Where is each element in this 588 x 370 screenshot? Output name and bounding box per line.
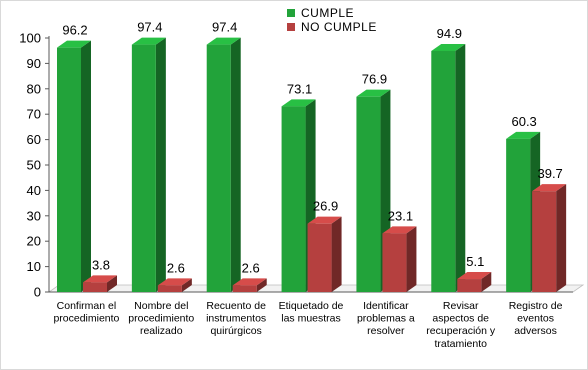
y-tick-label: 90 [27,56,41,71]
data-label: 96.2 [62,23,87,38]
y-tick-label: 40 [27,183,41,198]
x-tick-label: Recuento de instrumentos quirúrgicos [206,300,266,337]
legend-swatch [287,9,295,17]
bar-front [307,223,332,292]
bar-side [331,216,342,292]
bar-front [431,50,456,293]
bar-front [232,285,257,292]
y-tick-label: 80 [27,81,41,96]
bar-cumple [57,40,91,292]
x-tick-label: Identificar problemas a resolver [357,300,415,337]
data-label: 76.9 [362,72,387,87]
y-tick-label: 50 [27,158,41,173]
bar-front [506,138,531,292]
bar-cumple [431,43,466,293]
bar-top [457,272,492,280]
bar-top [131,37,166,45]
data-label: 5.1 [466,254,484,269]
bar-top [356,89,391,97]
data-label: 2.6 [167,260,185,275]
bar-no-cumple [382,226,417,292]
bar-top [281,99,316,107]
x-tick-label: Confirman el procedimiento [53,300,119,325]
x-tick-label: Nombre del procedimiento realizado [128,300,194,337]
bar-front [532,191,557,292]
data-label: 26.9 [313,199,338,214]
legend-swatch [287,23,295,31]
bar-no-cumple [83,275,117,292]
y-tick-label: 10 [27,259,41,274]
bars [57,37,567,293]
data-label: 73.1 [287,81,312,96]
bar-top [232,278,267,286]
data-label: 39.7 [537,166,562,181]
y-tick-label: 30 [27,208,41,223]
bar-top [206,37,241,45]
x-tick-label: Etiquetado de las muestras [279,300,344,325]
category-labels: Confirman el procedimiento Nombre del proce… [53,300,562,350]
bar-front [457,279,482,292]
bar-side [107,275,117,292]
bar-front [206,44,231,292]
data-label: 3.8 [92,257,110,272]
bar-side [481,272,492,292]
bar-side [230,37,241,292]
bar-no-cumple [532,184,567,292]
y-tick-label: 0 [34,285,41,300]
y-tick-label: 100 [19,31,41,46]
y-tick-label: 70 [27,107,41,122]
bar-no-cumple [232,278,267,292]
bar-side [256,278,267,292]
bar-front [356,96,381,292]
bar-front [83,282,107,292]
value-labels: 96.2 3.8 97.4 2.6 97.4 2.6 73.1 26.9 76.9 23.1 94.… [62,20,562,276]
bar-top [431,43,466,51]
x-tick-label: Registro de eventos adversos [509,300,563,337]
data-label: 97.4 [137,20,162,35]
bar-top [307,216,342,224]
bar-side [155,37,166,292]
bar-front [57,47,81,292]
bar-side [406,226,417,292]
bar-top [532,184,567,192]
bar-no-cumple [457,272,492,292]
bar-no-cumple [157,278,192,292]
bar-cumple [131,37,166,292]
bar-top [57,40,91,48]
x-tick-label: Revisar aspectos de recuperación y tratamie… [426,300,496,350]
bar-side [81,40,91,292]
bar-side [455,43,466,293]
data-label: 94.9 [437,26,462,41]
bar-front [281,106,306,293]
y-tick-label: 60 [27,132,41,147]
bar-top [382,226,417,234]
bar-cumple [206,37,241,292]
bar-top [157,278,192,286]
bar-no-cumple [307,216,342,292]
data-label: 60.3 [511,114,536,129]
bar-top [506,131,541,139]
legend-label: NO CUMPLE [301,20,377,34]
data-label: 23.1 [388,208,413,223]
data-label: 97.4 [212,20,237,35]
legend-label: CUMPLE [301,6,354,20]
bar-side [556,184,567,292]
bar-side [181,278,192,292]
bar-top [83,275,117,283]
bar-front [157,285,182,292]
data-label: 2.6 [242,260,260,275]
bar-front [382,233,407,292]
y-tick-label: 20 [27,234,41,249]
bar-front [131,44,156,292]
